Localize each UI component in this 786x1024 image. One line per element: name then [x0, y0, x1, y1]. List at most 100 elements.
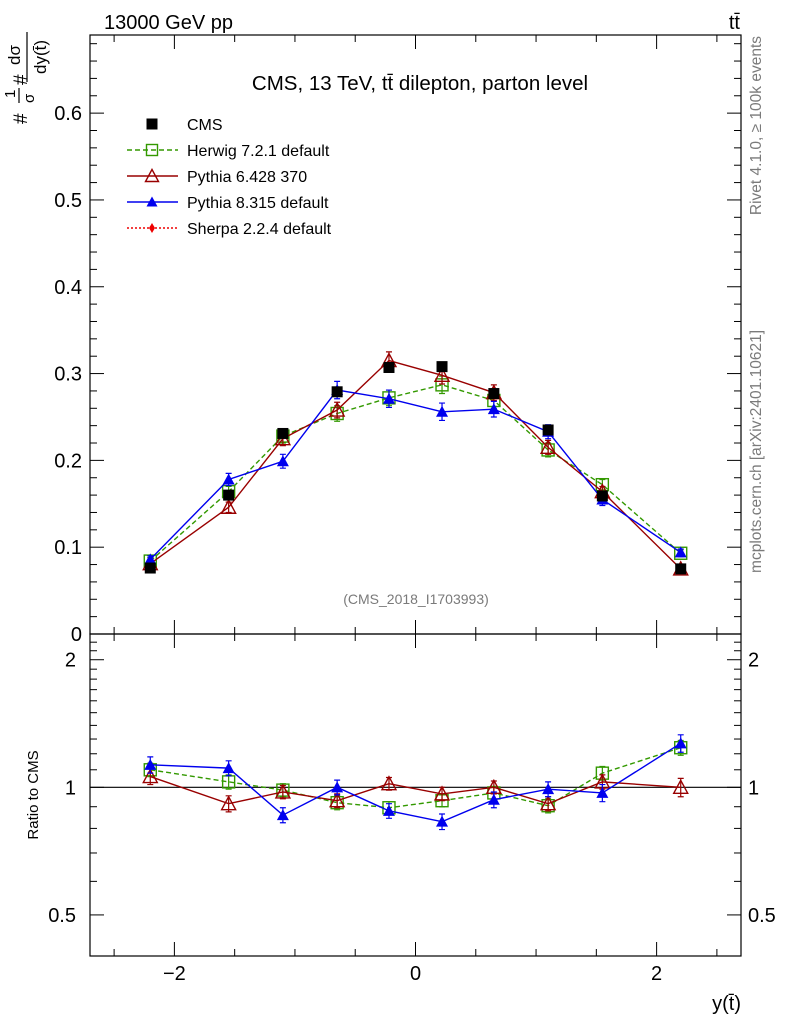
- ylabel-one: 1: [2, 90, 19, 98]
- data-point: [436, 405, 449, 417]
- data-point: [380, 775, 398, 791]
- x-tick-label: −2: [163, 963, 186, 985]
- ratio-panel: 0.5 0.5 1 1 2 2 −2 0 2 Ratio to CMS y(t̄): [25, 633, 776, 1015]
- data-point: [331, 781, 344, 793]
- x-axis-label: y(t̄): [712, 993, 741, 1015]
- series-line: [149, 359, 682, 570]
- energy-label: 13000 GeV pp: [104, 12, 233, 34]
- series-line: [150, 742, 682, 823]
- series-cms: [144, 361, 687, 575]
- series-pythia-8-315-default: [144, 734, 687, 831]
- data-point: [277, 427, 289, 439]
- y-tick-label: 0.6: [54, 103, 82, 125]
- ratio-y-tick-label: 2: [65, 650, 76, 672]
- main-series: [142, 351, 689, 576]
- legend-entry: Herwig 7.2.1 default: [127, 143, 330, 160]
- data-point: [382, 804, 395, 816]
- data-point: [539, 795, 557, 811]
- data-point: [542, 424, 554, 436]
- data-point: [276, 455, 289, 467]
- data-point: [144, 562, 156, 574]
- legend-entry: Pythia 8.315 default: [127, 195, 329, 212]
- data-point: [436, 361, 448, 373]
- series-line: [150, 775, 681, 805]
- legend-marker: [149, 223, 155, 233]
- y-tick-label: 0.4: [54, 277, 82, 299]
- ylabel-hash-1: #: [11, 113, 32, 124]
- y-tick-label: 0.2: [54, 450, 82, 472]
- ratio-y-tick-label: 1: [65, 777, 76, 799]
- legend-label: Pythia 6.428 370: [187, 169, 307, 186]
- ratio-frame: [89, 633, 742, 957]
- legend-label: Pythia 8.315 default: [187, 195, 329, 212]
- data-point: [222, 473, 235, 485]
- legend-marker: [145, 143, 159, 157]
- data-point: [383, 361, 395, 373]
- analysis-tag: (CMS_2018_I1703993): [343, 591, 489, 607]
- ratio-y-tick-label-right: 0.5: [748, 905, 776, 927]
- ratio-axis-ticks: 0.5 0.5 1 1 2 2 −2 0 2: [48, 634, 776, 985]
- series-pythia-6-428-370: [142, 351, 689, 576]
- data-point: [274, 783, 292, 799]
- series-line: [149, 389, 682, 560]
- data-point: [674, 546, 687, 558]
- data-point: [487, 793, 500, 805]
- legend-marker: [146, 196, 158, 207]
- data-point: [674, 737, 687, 749]
- data-point: [328, 401, 346, 417]
- data-point: [144, 758, 157, 770]
- main-panel: 0 0.1 0.2 0.3 0.4 0.5 0.6 CMS, 13 TeV, tt̄ dil…: [2, 32, 742, 646]
- data-point: [596, 490, 608, 502]
- data-point: [433, 366, 451, 383]
- data-point: [436, 815, 449, 827]
- data-point: [328, 792, 346, 808]
- main-y-axis-label: # 1 σ # dσ dy(t̄): [2, 32, 50, 124]
- data-point: [144, 553, 157, 565]
- data-point: [223, 489, 235, 501]
- data-point: [672, 778, 689, 795]
- y-tick-label: 0.3: [54, 364, 82, 386]
- series-pythia-6-428-370: [142, 768, 689, 813]
- series-line: [150, 747, 681, 809]
- data-point: [276, 809, 289, 821]
- data-point: [487, 403, 500, 415]
- data-point: [675, 563, 687, 575]
- ratio-y-tick-label-right: 2: [748, 650, 759, 672]
- data-point: [542, 783, 555, 795]
- source-label: mcplots.cern.ch [arXiv:2401.10621]: [748, 330, 765, 573]
- y-tick-label: 0.5: [54, 190, 82, 212]
- ratio-series: [142, 734, 689, 831]
- legend-marker: [146, 118, 158, 130]
- ylabel-hash-2: #: [11, 74, 32, 85]
- data-point: [220, 795, 237, 811]
- x-tick-label: 0: [410, 963, 421, 985]
- data-point: [488, 388, 500, 400]
- data-point: [331, 386, 343, 398]
- legend-label: CMS: [187, 117, 223, 134]
- data-point: [222, 762, 235, 774]
- series-pythia-8-315-default: [144, 380, 687, 565]
- ratio-y-tick-label-right: 1: [748, 777, 759, 799]
- data-point: [433, 785, 451, 801]
- legend-entry: Pythia 6.428 370: [127, 168, 307, 186]
- legend: CMS Herwig 7.2.1 default Pythia 6.428 370 P…: [127, 117, 332, 238]
- y-tick-label: 0.1: [54, 537, 82, 559]
- ylabel-dsigma: dσ: [5, 45, 24, 65]
- legend-marker: [144, 168, 160, 183]
- ylabel-dy: dy(t̄): [31, 40, 50, 74]
- data-point: [220, 498, 237, 514]
- series-line: [149, 384, 682, 562]
- legend-entry: Sherpa 2.2.4 default: [127, 221, 332, 238]
- process-label: tt̄: [729, 12, 741, 34]
- data-point: [382, 392, 395, 404]
- y-tick-label: 0: [71, 624, 82, 646]
- ylabel-sigma: σ: [21, 93, 38, 103]
- ratio-y-tick-label: 0.5: [48, 905, 76, 927]
- x-tick-label: 2: [651, 963, 662, 985]
- legend-label: Herwig 7.2.1 default: [187, 143, 330, 160]
- chart-title: CMS, 13 TeV, tt̄ dilepton, parton level: [252, 72, 588, 95]
- error-bar: [225, 501, 232, 514]
- rivet-version-label: Rivet 4.1.0, ≥ 100k events: [748, 36, 765, 215]
- ratio-ylabel: Ratio to CMS: [25, 750, 42, 839]
